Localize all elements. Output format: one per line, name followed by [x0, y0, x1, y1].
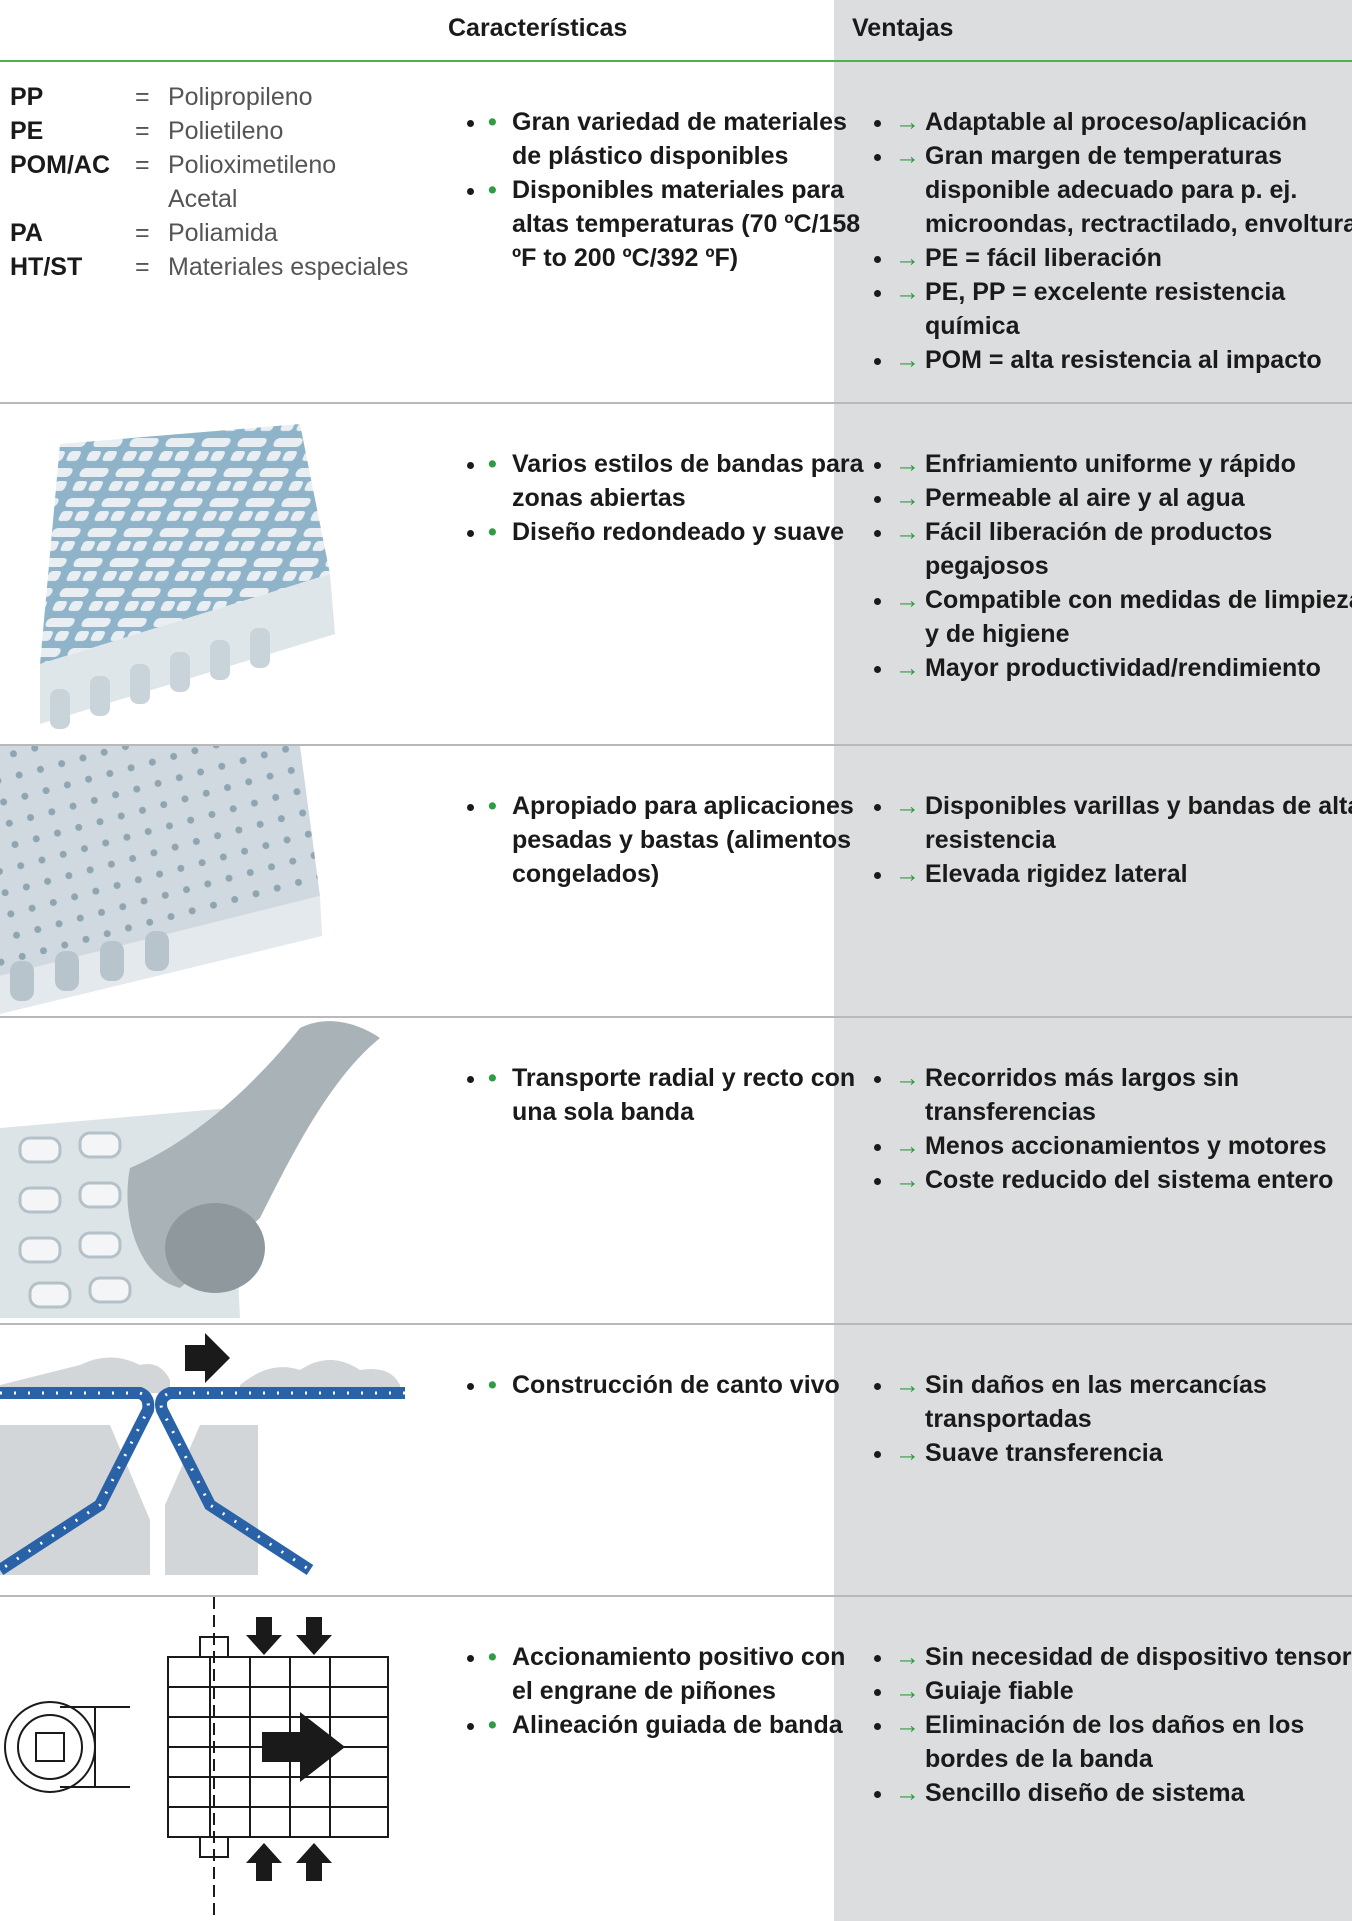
material-row: HT/ST = Materiales especiales — [10, 250, 408, 284]
advantage-item: Recorridos más largos sin transferencias — [895, 1061, 1352, 1129]
advantage-item: PE = fácil liberación — [895, 241, 1352, 275]
advantage-item: Gran margen de temperaturas disponible a… — [895, 139, 1352, 241]
feature-item: Transporte radial y recto con una sola b… — [488, 1061, 868, 1129]
material-eq: = — [135, 253, 150, 281]
material-eq: = — [135, 151, 150, 179]
feature-item: Apropiado para aplicaciones pesadas y ba… — [488, 789, 868, 891]
advantage-item: Elevada rigidez lateral — [895, 857, 1352, 891]
feature-item: Accionamiento positivo con el engrane de… — [488, 1640, 868, 1708]
materials-list: PP = Polipropileno PE = Polietileno POM/AC = Pol… — [10, 80, 408, 284]
row-separator — [0, 1595, 1352, 1597]
material-name-line: Acetal — [168, 185, 238, 213]
advantage-item: Coste reducido del sistema entero — [895, 1163, 1352, 1197]
feature-item: Gran variedad de materiales de plástico … — [488, 105, 868, 173]
sprocket-diagram — [4, 1597, 389, 1921]
material-abbr: PA — [10, 219, 43, 247]
mesh-belt-image — [40, 424, 335, 729]
material-name: Polietileno — [168, 114, 283, 148]
features-header: Características — [448, 14, 628, 42]
advantage-item: Compatible con medidas de limpieza y de … — [895, 583, 1352, 651]
row-separator — [0, 744, 1352, 746]
advantages-list: Recorridos más largos sin transferencias… — [855, 1061, 1352, 1197]
advantage-item: Fácil liberación de productos pegajosos — [895, 515, 1352, 583]
material-row: POM/AC = Polioximetileno Acetal — [10, 148, 408, 216]
header-rule — [0, 60, 1352, 62]
material-abbr: HT/ST — [10, 253, 83, 281]
material-name: Materiales especiales — [168, 250, 408, 284]
advantage-item: Adaptable al proceso/aplicación — [895, 105, 1352, 139]
advantages-list: Sin necesidad de dispositivo tensorGuiaj… — [855, 1640, 1352, 1810]
material-abbr: PE — [10, 117, 44, 145]
features-list: Varios estilos de bandas para zonas abie… — [448, 447, 868, 549]
advantage-item: Sin necesidad de dispositivo tensor — [895, 1640, 1352, 1674]
material-eq: = — [135, 83, 150, 111]
feature-item: Alineación guiada de banda — [488, 1708, 868, 1742]
row-separator — [0, 1323, 1352, 1325]
material-name-line: Poliamida — [168, 219, 278, 247]
advantages-list: Enfriamiento uniforme y rápidoPermeable … — [855, 447, 1352, 685]
material-name: Polipropileno — [168, 80, 313, 114]
advantage-item: Eliminación de los daños en los bordes d… — [895, 1708, 1352, 1776]
advantage-item: Enfriamiento uniforme y rápido — [895, 447, 1352, 481]
features-list: Accionamiento positivo con el engrane de… — [448, 1640, 868, 1742]
advantages-header: Ventajas — [852, 14, 954, 42]
advantages-list: Sin daños en las mercancías transportada… — [855, 1368, 1352, 1470]
material-abbr: POM/AC — [10, 151, 110, 179]
advantage-item: Permeable al aire y al agua — [895, 481, 1352, 515]
feature-item: Disponibles materiales para altas temper… — [488, 173, 868, 275]
advantage-item: POM = alta resistencia al impacto — [895, 343, 1352, 377]
transfer-diagram — [0, 1333, 405, 1576]
features-list: Construcción de canto vivo — [448, 1368, 868, 1402]
advantage-item: Suave transferencia — [895, 1436, 1352, 1470]
radial-belt-image — [0, 1021, 380, 1318]
material-eq: = — [135, 219, 150, 247]
advantage-item: Mayor productividad/rendimiento — [895, 651, 1352, 685]
features-list: Gran variedad de materiales de plástico … — [448, 105, 868, 275]
advantage-item: PE, PP = excelente resistencia química — [895, 275, 1352, 343]
material-name-line: Polietileno — [168, 117, 284, 145]
features-list: Transporte radial y recto con una sola b… — [448, 1061, 868, 1129]
material-eq: = — [135, 117, 150, 145]
material-name: Polioximetileno Acetal — [168, 148, 336, 216]
feature-item: Construcción de canto vivo — [488, 1368, 868, 1402]
feature-item: Diseño redondeado y suave — [488, 515, 868, 549]
features-list: Apropiado para aplicaciones pesadas y ba… — [448, 789, 868, 891]
flat-belt-image — [0, 746, 322, 1014]
advantages-list: Disponibles varillas y bandas de alta re… — [855, 789, 1352, 891]
feature-item: Varios estilos de bandas para zonas abie… — [488, 447, 868, 515]
material-row: PP = Polipropileno — [10, 80, 408, 114]
advantage-item: Sin daños en las mercancías transportada… — [895, 1368, 1352, 1436]
row-separator — [0, 402, 1352, 404]
material-name-line: Materiales especiales — [168, 253, 409, 281]
material-name-line: Polioximetileno — [168, 151, 337, 179]
advantage-item: Disponibles varillas y bandas de alta re… — [895, 789, 1352, 857]
material-name-line: Polipropileno — [168, 83, 313, 111]
material-abbr: PP — [10, 83, 44, 111]
material-row: PA = Poliamida — [10, 216, 408, 250]
advantage-item: Sencillo diseño de sistema — [895, 1776, 1352, 1810]
row-separator — [0, 1016, 1352, 1018]
material-name: Poliamida — [168, 216, 278, 250]
material-row: PE = Polietileno — [10, 114, 408, 148]
advantage-item: Menos accionamientos y motores — [895, 1129, 1352, 1163]
advantages-list: Adaptable al proceso/aplicaciónGran marg… — [855, 105, 1352, 377]
advantage-item: Guiaje fiable — [895, 1674, 1352, 1708]
